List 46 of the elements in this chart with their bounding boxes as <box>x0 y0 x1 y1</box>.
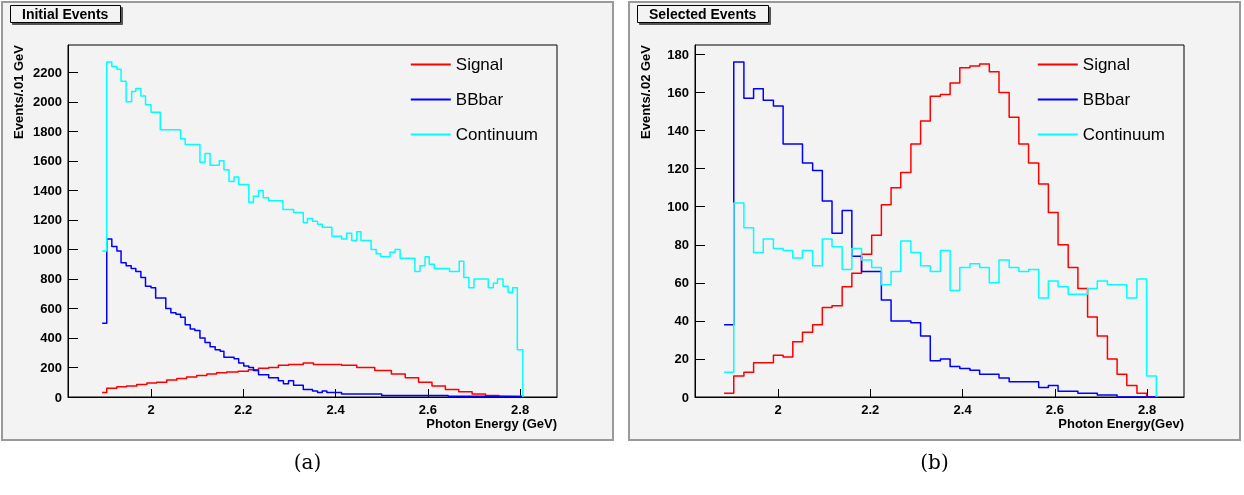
y-tick-label: 1800 <box>33 123 62 139</box>
y-tick-label: 800 <box>40 271 62 287</box>
y-tick-label: 40 <box>674 313 689 329</box>
y-tick-label: 1200 <box>33 212 62 228</box>
y-tick-label: 20 <box>674 351 689 367</box>
legend-label: Continuum <box>1082 125 1166 144</box>
y-tick-label: 100 <box>667 199 689 215</box>
y-tick-label: 2000 <box>33 94 62 110</box>
x-tick-label: 2.4 <box>326 402 346 417</box>
y-axis-title: Events/.01 GeV <box>11 44 26 139</box>
y-tick-label: 0 <box>681 389 689 405</box>
legend-label: Continuum <box>455 125 539 144</box>
x-tick-label: 2 <box>774 402 782 417</box>
y-tick-label: 120 <box>667 161 689 177</box>
y-tick-label: 140 <box>667 123 689 139</box>
y-tick-label: 1000 <box>33 241 62 257</box>
x-tick-label: 2.2 <box>861 402 880 417</box>
y-tick-label: 180 <box>667 47 689 63</box>
x-axis-title: Photon Energy(Gev) <box>1058 416 1184 431</box>
x-tick-label: 2.6 <box>418 402 437 417</box>
legend-label: Signal <box>455 55 504 74</box>
y-tick-label: 1600 <box>33 153 62 169</box>
x-tick-label: 2.8 <box>511 402 530 417</box>
y-tick-label: 1400 <box>33 182 62 198</box>
text: (b) <box>920 450 949 474</box>
legend-label: BBbar <box>455 90 504 109</box>
chart-title: Initial Events <box>22 6 109 22</box>
y-tick-label: 160 <box>667 85 689 101</box>
y-tick-label: 2200 <box>33 64 62 80</box>
y-tick-label: 400 <box>40 330 62 346</box>
y-tick-label: 200 <box>40 359 62 375</box>
y-tick-label: 60 <box>674 275 689 291</box>
y-axis-title: Events/.02 GeV <box>638 44 653 139</box>
y-tick-label: 0 <box>54 389 62 405</box>
chart-title: Selected Events <box>649 6 757 22</box>
legend-label: Signal <box>1082 55 1131 74</box>
text: (a) <box>293 450 322 474</box>
legend-label: BBbar <box>1082 90 1131 109</box>
x-axis-title: Photon Energy (GeV) <box>426 416 557 431</box>
x-tick-label: 2.8 <box>1138 402 1157 417</box>
x-tick-label: 2 <box>147 402 155 417</box>
y-tick-label: 600 <box>40 300 62 316</box>
y-tick-label: 80 <box>674 237 689 253</box>
x-tick-label: 2.6 <box>1045 402 1064 417</box>
x-tick-label: 2.2 <box>234 402 253 417</box>
x-tick-label: 2.4 <box>953 402 973 417</box>
